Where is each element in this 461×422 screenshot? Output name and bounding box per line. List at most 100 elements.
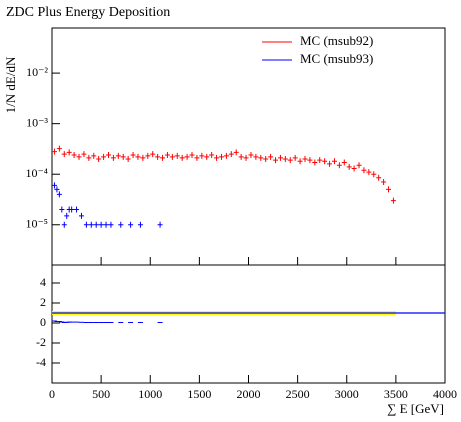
data-point <box>214 154 220 161</box>
data-point <box>189 151 195 158</box>
data-point <box>277 154 283 161</box>
data-point <box>120 153 126 160</box>
ratio-frame <box>51 264 446 384</box>
data-point <box>88 221 94 228</box>
data-point <box>115 152 121 159</box>
legend-label: MC (msub93) <box>300 51 373 66</box>
data-point <box>110 154 116 161</box>
data-point <box>81 151 87 158</box>
data-point <box>248 151 254 158</box>
data-point <box>381 179 387 186</box>
data-point <box>238 153 244 160</box>
data-point <box>135 153 141 160</box>
data-point <box>351 165 357 172</box>
data-point <box>268 153 274 160</box>
data-point <box>218 153 224 160</box>
data-point <box>336 162 342 169</box>
legend-label: MC (msub92) <box>300 33 373 48</box>
data-point <box>341 159 347 166</box>
x-tick-label: 4000 <box>433 387 457 401</box>
data-point <box>160 154 166 161</box>
y-tick-label: -2 <box>36 335 46 349</box>
data-point <box>56 145 62 152</box>
data-point <box>157 221 163 228</box>
data-point <box>118 221 124 228</box>
data-point <box>253 153 259 160</box>
data-point <box>125 155 131 162</box>
data-point <box>169 153 175 160</box>
y-tick-label: 2 <box>40 295 46 309</box>
data-point <box>51 148 57 155</box>
data-point <box>273 157 279 164</box>
data-point <box>302 155 308 162</box>
data-point <box>233 149 239 156</box>
data-point <box>258 154 264 161</box>
data-point <box>243 154 249 161</box>
y-tick-label: 10⁻⁵ <box>25 217 48 231</box>
data-point <box>59 206 65 213</box>
data-point <box>137 221 143 228</box>
data-point <box>83 221 89 228</box>
data-point <box>78 212 84 219</box>
data-point <box>145 152 151 159</box>
data-point <box>179 154 185 161</box>
x-tick-label: 2000 <box>237 387 261 401</box>
data-point <box>130 151 136 158</box>
data-point <box>371 171 377 178</box>
data-point <box>91 152 97 159</box>
data-point <box>312 159 318 166</box>
data-point <box>98 221 104 228</box>
data-point <box>150 151 156 158</box>
data-point <box>331 158 337 165</box>
data-point <box>307 157 313 164</box>
data-point <box>204 153 210 160</box>
y-tick-label: 10⁻² <box>26 65 48 79</box>
data-point <box>140 154 146 161</box>
data-point <box>263 155 269 162</box>
data-point <box>103 221 109 228</box>
data-point <box>56 191 62 198</box>
data-point <box>128 221 134 228</box>
y-axis-label: 1/N dE/dN <box>3 56 18 113</box>
data-point <box>327 160 333 167</box>
data-point <box>297 158 303 165</box>
data-point <box>194 154 200 161</box>
data-point <box>69 206 75 213</box>
top-frame <box>51 27 446 266</box>
data-point <box>64 212 70 219</box>
y-tick-label: 10⁻³ <box>26 115 48 129</box>
x-tick-label: 1000 <box>138 387 162 401</box>
y-tick-label: 4 <box>40 275 46 289</box>
x-axis-label: ∑ E [GeV] <box>387 401 444 416</box>
data-point <box>386 186 392 193</box>
x-tick-label: 2500 <box>286 387 310 401</box>
data-point <box>101 153 107 160</box>
y-tick-label: 10⁻⁴ <box>25 166 48 180</box>
data-point <box>71 151 77 158</box>
x-tick-label: 3500 <box>384 387 408 401</box>
data-point <box>105 151 111 158</box>
data-point <box>282 155 288 162</box>
data-point <box>376 174 382 181</box>
data-point <box>66 149 72 156</box>
data-point <box>174 152 180 159</box>
data-point <box>86 154 92 161</box>
x-tick-label: 500 <box>92 387 110 401</box>
x-tick-label: 1500 <box>187 387 211 401</box>
data-point <box>54 186 60 193</box>
y-tick-label: -4 <box>36 355 46 369</box>
data-point <box>96 155 102 162</box>
data-point <box>390 197 396 204</box>
data-point <box>317 157 323 164</box>
data-point <box>346 163 352 170</box>
data-point <box>223 152 229 159</box>
data-point <box>155 153 161 160</box>
data-point <box>164 151 170 158</box>
data-point <box>74 206 80 213</box>
data-point <box>61 151 67 158</box>
data-point <box>287 157 293 164</box>
y-tick-label: 0 <box>40 315 46 329</box>
x-tick-label: 0 <box>49 387 55 401</box>
data-point <box>76 153 82 160</box>
